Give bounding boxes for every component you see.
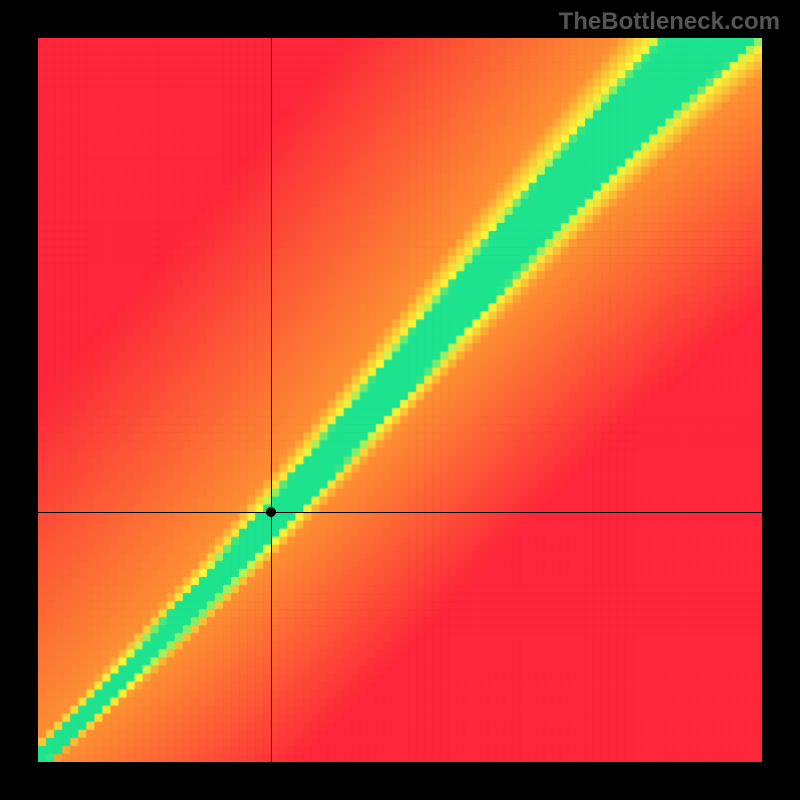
data-point-marker <box>266 507 276 517</box>
heatmap-plot <box>38 38 762 762</box>
watermark-text: TheBottleneck.com <box>559 8 780 36</box>
heatmap-canvas <box>38 38 762 762</box>
crosshair-vertical <box>271 38 272 762</box>
crosshair-horizontal <box>38 512 762 513</box>
